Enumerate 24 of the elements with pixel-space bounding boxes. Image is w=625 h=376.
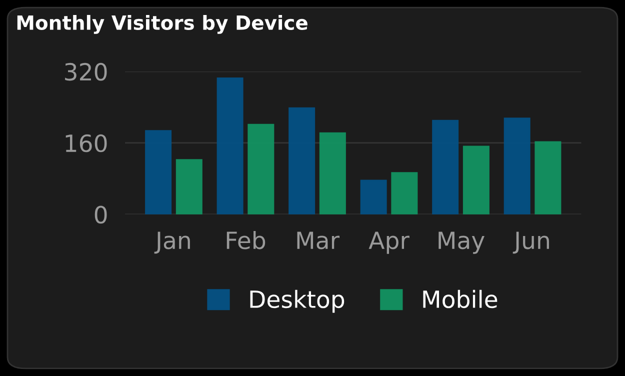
y-tick-label: 160 (66, 134, 107, 152)
x-tick-label: Jan (154, 232, 190, 254)
x-tick-label: Feb (226, 230, 266, 250)
bar (534, 141, 562, 214)
bar (504, 118, 530, 214)
bar (248, 124, 274, 214)
bar (216, 77, 244, 214)
bar (319, 132, 346, 214)
legend-label: Mobile (423, 290, 498, 308)
bar (391, 172, 418, 214)
bar (462, 146, 490, 214)
bar (176, 159, 202, 214)
x-tick-label: May (438, 232, 484, 254)
y-tick-label: 320 (65, 62, 107, 81)
bar (145, 130, 172, 214)
bar (360, 180, 387, 214)
bar (288, 107, 316, 214)
x-tick-label: Apr (368, 232, 410, 254)
x-tick-label: Jun (512, 232, 549, 254)
y-tick-label: 0 (94, 206, 107, 224)
legend-label: Desktop (250, 290, 344, 313)
bar (432, 120, 459, 214)
x-tick-label: Mar (297, 232, 340, 250)
chart-title: Monthly Visitors by Device (17, 14, 308, 34)
